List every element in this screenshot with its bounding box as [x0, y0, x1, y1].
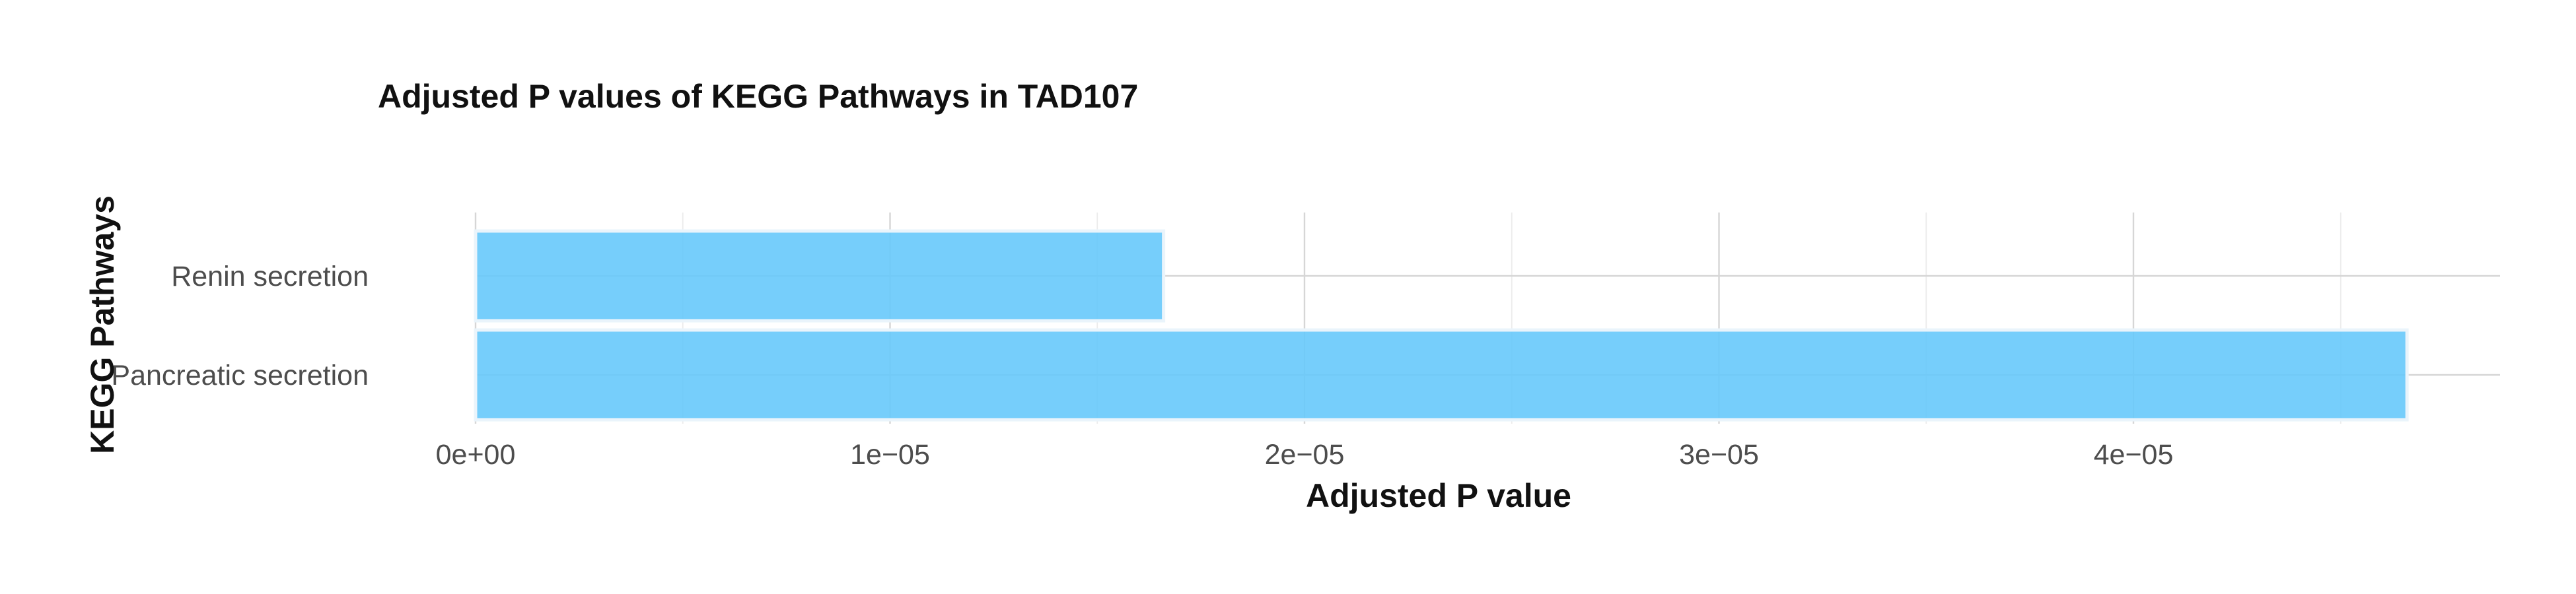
x-tick-label: 1e−05 [850, 439, 930, 471]
x-tick-label: 2e−05 [1265, 439, 1345, 471]
x-tick-labels: 0e+00 1e−05 2e−05 3e−05 4e−05 [436, 439, 2174, 471]
y-tick-label: Renin secretion [171, 261, 369, 292]
y-tick-labels: Renin secretion Pancreatic secretion [111, 261, 369, 391]
y-tick-label: Pancreatic secretion [111, 360, 369, 391]
bars-group [474, 229, 2409, 422]
x-tick-label: 4e−05 [2094, 439, 2174, 471]
y-axis-title: KEGG Pathways [84, 195, 121, 454]
bar-pancreatic-secretion [474, 328, 2409, 422]
x-tick-label: 3e−05 [1679, 439, 1759, 471]
bar-renin-secretion [474, 229, 1166, 323]
chart-title: Adjusted P values of KEGG Pathways in TA… [378, 78, 1138, 115]
x-tick-label: 0e+00 [436, 439, 516, 471]
x-axis-title: Adjusted P value [1306, 477, 1571, 514]
